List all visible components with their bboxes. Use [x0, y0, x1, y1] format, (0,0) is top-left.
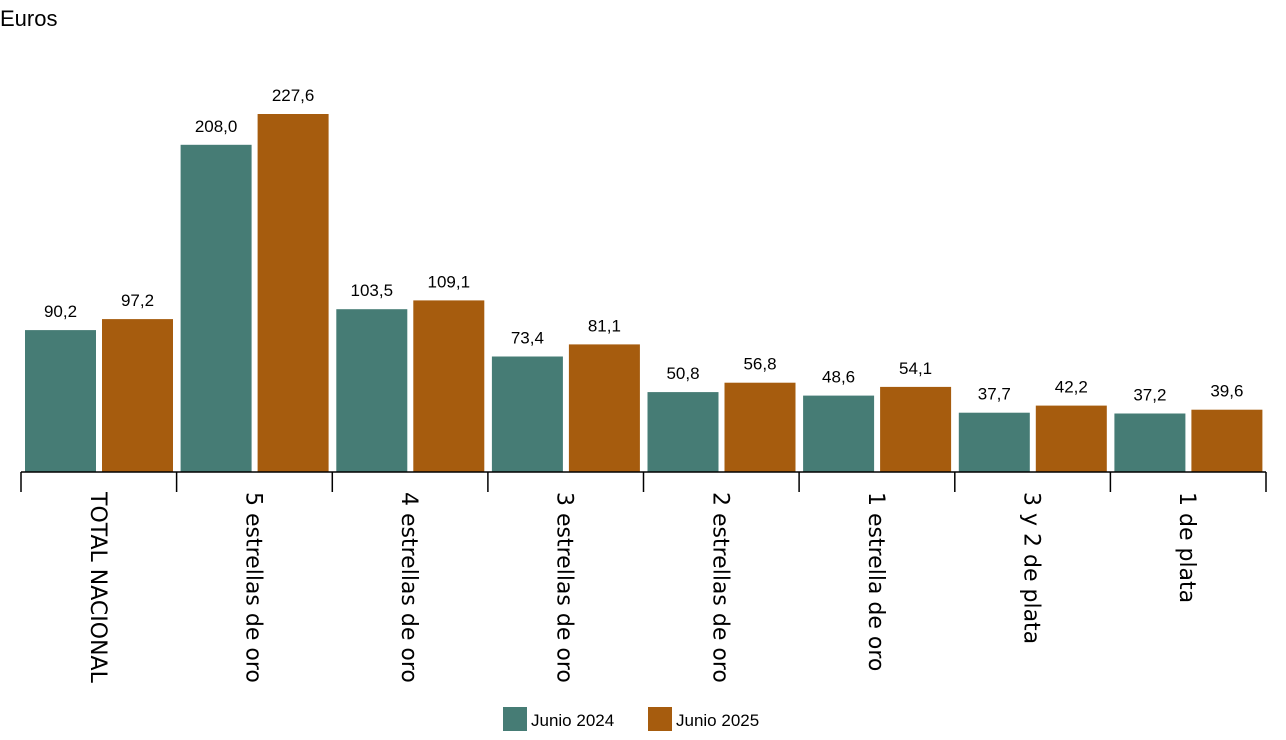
bar-junio-2025-3 [568, 344, 640, 472]
value-label: 56,8 [743, 355, 776, 374]
category-label: 5 estrellas de oro [240, 492, 265, 683]
bar-junio-2025-6 [1035, 405, 1107, 472]
value-label: 48,6 [822, 368, 855, 387]
value-label: 50,8 [666, 364, 699, 383]
value-label: 37,2 [1133, 386, 1166, 405]
bar-junio-2025-7 [1191, 409, 1263, 472]
value-label: 109,1 [428, 272, 471, 291]
unit-label: Euros [0, 6, 57, 31]
value-label: 103,5 [351, 281, 394, 300]
value-label: 42,2 [1055, 378, 1088, 397]
bar-junio-2024-6 [958, 412, 1030, 472]
category-labels-group: TOTAL NACIONAL 5 estrellas de oro 4 estrel… [85, 491, 1199, 684]
value-label: 227,6 [272, 86, 315, 105]
value-label: 97,2 [121, 291, 154, 310]
value-labels-group: 90,2 97,2 208,0 227,6 103,5 109,1 73,4 81,1 50,8… [44, 86, 1243, 405]
legend-swatch-junio-2024 [503, 707, 527, 731]
category-label: 4 estrellas de oro [396, 492, 421, 683]
category-label: 1 de plata [1174, 492, 1199, 603]
legend-swatch-junio-2025 [648, 707, 672, 731]
legend-label: Junio 2024 [531, 711, 614, 730]
value-label: 54,1 [899, 359, 932, 378]
category-label: 3 estrellas de oro [552, 492, 577, 683]
bars-group [25, 114, 1263, 473]
value-label: 37,7 [978, 385, 1011, 404]
legend: Junio 2024 Junio 2025 [503, 707, 759, 731]
bar-junio-2024-4 [647, 392, 719, 472]
value-label: 90,2 [44, 302, 77, 321]
category-label: 1 estrella de oro [863, 492, 888, 671]
bar-junio-2025-4 [724, 382, 796, 472]
bar-junio-2024-1 [180, 144, 252, 473]
value-label: 73,4 [511, 329, 544, 348]
bar-junio-2024-2 [336, 309, 408, 472]
category-label: TOTAL NACIONAL [85, 491, 110, 684]
bar-junio-2025-5 [880, 386, 952, 472]
bar-junio-2024-7 [1114, 413, 1186, 472]
category-label: 2 estrellas de oro [707, 492, 732, 683]
x-axis [20, 471, 1267, 492]
value-label: 39,6 [1210, 382, 1243, 401]
bar-junio-2025-0 [102, 319, 173, 472]
bar-junio-2024-3 [491, 356, 563, 472]
value-label: 81,1 [588, 316, 621, 335]
value-label: 208,0 [195, 117, 238, 136]
bar-junio-2024-0 [25, 330, 96, 472]
legend-label: Junio 2025 [676, 711, 759, 730]
category-label: 3 y 2 de plata [1019, 492, 1044, 644]
bar-junio-2025-2 [413, 300, 485, 472]
bar-junio-2024-5 [803, 395, 875, 472]
bar-junio-2025-1 [257, 114, 329, 472]
